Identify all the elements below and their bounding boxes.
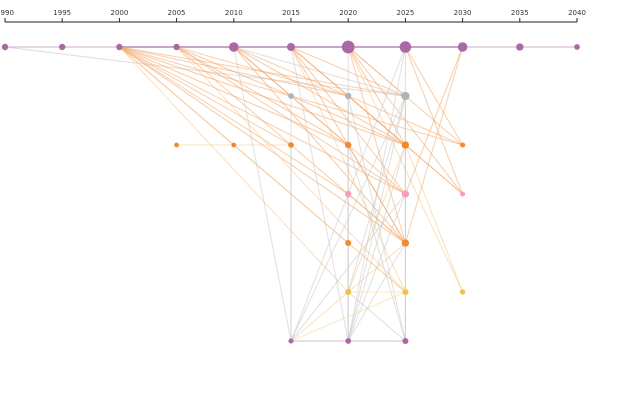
- connection-link: [347, 144, 406, 244]
- axis-tick-label: 2030: [454, 9, 472, 17]
- timeline-node[interactable]: [345, 288, 352, 296]
- timeline-node[interactable]: [401, 91, 410, 101]
- timeline-node[interactable]: [116, 43, 123, 51]
- timeline-node[interactable]: [288, 93, 294, 99]
- connection-link: [347, 46, 406, 146]
- nodes-layer: [1, 40, 580, 345]
- timeline-node[interactable]: [399, 41, 412, 53]
- connection-link: [347, 46, 406, 244]
- timeline-node[interactable]: [401, 239, 410, 247]
- axis-tick-label: 2000: [110, 9, 128, 17]
- axis-tick-label: 1990: [0, 9, 14, 17]
- axis-tick-label: 1995: [53, 9, 71, 17]
- connection-link: [347, 291, 406, 342]
- timeline-node[interactable]: [460, 191, 466, 197]
- timeline-node[interactable]: [173, 43, 180, 51]
- connection-link: [233, 46, 406, 195]
- timeline-node[interactable]: [1, 43, 9, 51]
- timeline-node[interactable]: [402, 288, 409, 296]
- axis-tick-label: 2015: [282, 9, 300, 17]
- connection-link: [119, 46, 349, 293]
- connection-link: [233, 46, 292, 342]
- links-layer: [4, 46, 577, 342]
- connection-link: [119, 46, 292, 146]
- year-axis: 1990 1995 2000 2005 2010 2015 2020 2025 2030 2035…: [0, 9, 586, 23]
- connection-link: [404, 144, 464, 293]
- axis-tick-label: 2020: [339, 9, 357, 17]
- timeline-node[interactable]: [345, 239, 352, 247]
- connection-link: [176, 46, 349, 146]
- timeline-node[interactable]: [401, 141, 410, 149]
- timeline-node[interactable]: [288, 338, 294, 344]
- connection-link: [347, 193, 406, 244]
- connection-link: [404, 46, 464, 146]
- axis-tick-label: 2025: [396, 9, 414, 17]
- timeline-node[interactable]: [459, 289, 466, 295]
- timeline-node[interactable]: [345, 141, 352, 149]
- timeline-node[interactable]: [345, 92, 352, 100]
- connection-link: [347, 144, 406, 342]
- connection-link: [404, 46, 464, 244]
- timeline-node[interactable]: [457, 42, 468, 52]
- axis-tick-label: 2005: [168, 9, 186, 17]
- axis-tick-label: 2010: [225, 9, 243, 17]
- axis-tick-label: 2040: [568, 9, 586, 17]
- timeline-node[interactable]: [288, 142, 294, 148]
- connection-link: [119, 46, 349, 195]
- timeline-node[interactable]: [574, 44, 580, 50]
- timeline-node[interactable]: [174, 142, 180, 148]
- timeline-node[interactable]: [341, 40, 355, 54]
- timeline-node[interactable]: [402, 337, 409, 345]
- axis-tick-label: 2035: [511, 9, 529, 17]
- timeline-node[interactable]: [231, 142, 237, 148]
- connection-link: [290, 46, 349, 342]
- timeline-node[interactable]: [460, 142, 466, 148]
- timeline-node[interactable]: [229, 42, 239, 52]
- timeline-node[interactable]: [287, 43, 295, 51]
- connection-link: [347, 242, 406, 293]
- connection-link: [233, 46, 406, 244]
- timeline-node[interactable]: [401, 190, 410, 198]
- timeline-node[interactable]: [516, 43, 524, 51]
- timeline-node[interactable]: [59, 43, 66, 51]
- timeline-node[interactable]: [345, 190, 352, 198]
- timeline-node[interactable]: [345, 338, 352, 344]
